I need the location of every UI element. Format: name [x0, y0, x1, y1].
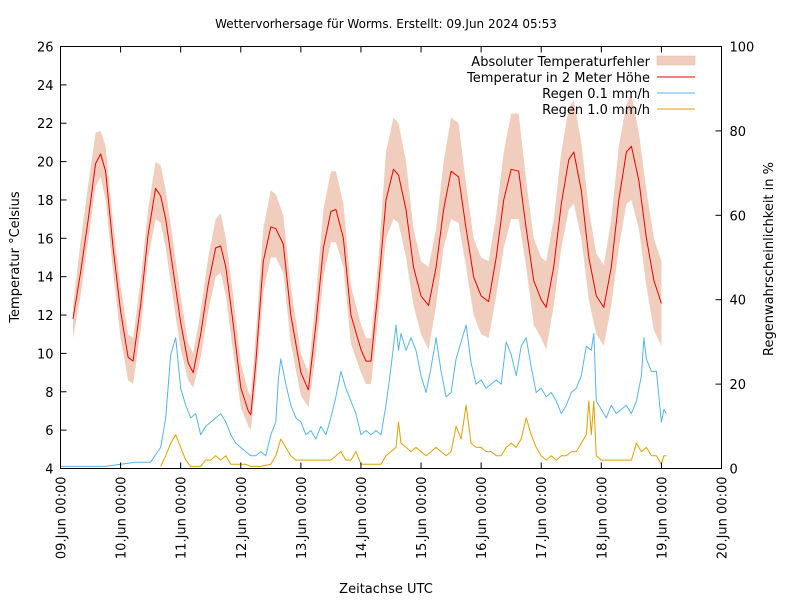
y-left-tick-label: 10 — [37, 347, 54, 362]
y-left-tick-label: 22 — [37, 117, 54, 132]
y-right-tick-label: 100 — [730, 41, 755, 56]
rain01-layer — [60, 324, 667, 467]
y-left-tick-label: 6 — [45, 424, 53, 439]
x-tick-label: 17.Jun 00:00 — [535, 477, 550, 560]
x-tick-label: 13.Jun 00:00 — [295, 477, 310, 560]
plot-frame — [60, 46, 722, 469]
right-y-axis: 0 20 40 60 80 100 — [715, 41, 755, 478]
y-right-tick-label: 80 — [730, 125, 747, 140]
x-tick-label: 19.Jun 00:00 — [655, 477, 670, 560]
series-rain10-line — [160, 400, 667, 467]
rain10-layer — [160, 400, 667, 467]
legend: Absoluter Temperaturfehler Temperatur in… — [466, 55, 696, 118]
y-axis-left-title: Temperatur °Celsius — [8, 191, 23, 324]
x-tick-label: 10.Jun 00:00 — [115, 477, 130, 560]
y-left-tick-label: 24 — [37, 79, 54, 94]
y-right-tick-label: 40 — [730, 294, 747, 309]
x-axis-title: Zeitachse UTC — [339, 582, 433, 597]
legend-swatch-band — [656, 55, 696, 66]
temp-layer — [72, 145, 662, 416]
legend-label-rain01: Regen 0.1 mm/h — [542, 87, 650, 102]
y-left-tick-label: 12 — [37, 309, 54, 324]
left-y-axis: 4 6 8 10 12 14 16 18 20 22 24 26 — [37, 41, 67, 478]
x-tick-label: 14.Jun 00:00 — [355, 477, 370, 560]
y-axis-right-title: Regenwahrscheinlichkeit in % — [762, 162, 777, 356]
y-right-tick-label: 0 — [730, 463, 738, 478]
x-tick-label: 18.Jun 00:00 — [595, 477, 610, 560]
y-left-tick-label: 8 — [45, 386, 53, 401]
y-left-tick-label: 20 — [37, 156, 54, 171]
y-right-tick-label: 60 — [730, 209, 747, 224]
x-tick-label: 16.Jun 00:00 — [475, 477, 490, 560]
y-right-tick-label: 20 — [730, 378, 747, 393]
x-tick-label: 11.Jun 00:00 — [175, 477, 190, 560]
x-tick-label: 12.Jun 00:00 — [235, 477, 250, 560]
x-tick-label: 09.Jun 00:00 — [55, 477, 70, 560]
y-left-tick-label: 18 — [37, 194, 54, 209]
series-band-area — [73, 94, 662, 431]
y-left-tick-label: 14 — [37, 271, 54, 286]
series-temperature-line — [72, 145, 662, 416]
y-left-tick-label: 26 — [37, 41, 54, 56]
y-left-tick-label: 16 — [37, 232, 54, 247]
legend-label-band: Absoluter Temperaturfehler — [471, 55, 650, 70]
chart-title: Wettervorhersage für Worms. Erstellt: 09… — [215, 17, 557, 31]
x-tick-label: 15.Jun 00:00 — [415, 477, 430, 560]
legend-label-temperature: Temperatur in 2 Meter Höhe — [466, 71, 650, 86]
x-tick-label: 20.Jun 00:00 — [716, 477, 731, 560]
band-layer — [73, 94, 662, 431]
series-rain01-line — [60, 324, 667, 467]
y-left-tick-label: 4 — [45, 463, 53, 478]
legend-label-rain10: Regen 1.0 mm/h — [542, 103, 650, 118]
x-axis: 09.Jun 00:00 10.Jun 00:00 11.Jun 00:00 12.J… — [55, 46, 731, 560]
